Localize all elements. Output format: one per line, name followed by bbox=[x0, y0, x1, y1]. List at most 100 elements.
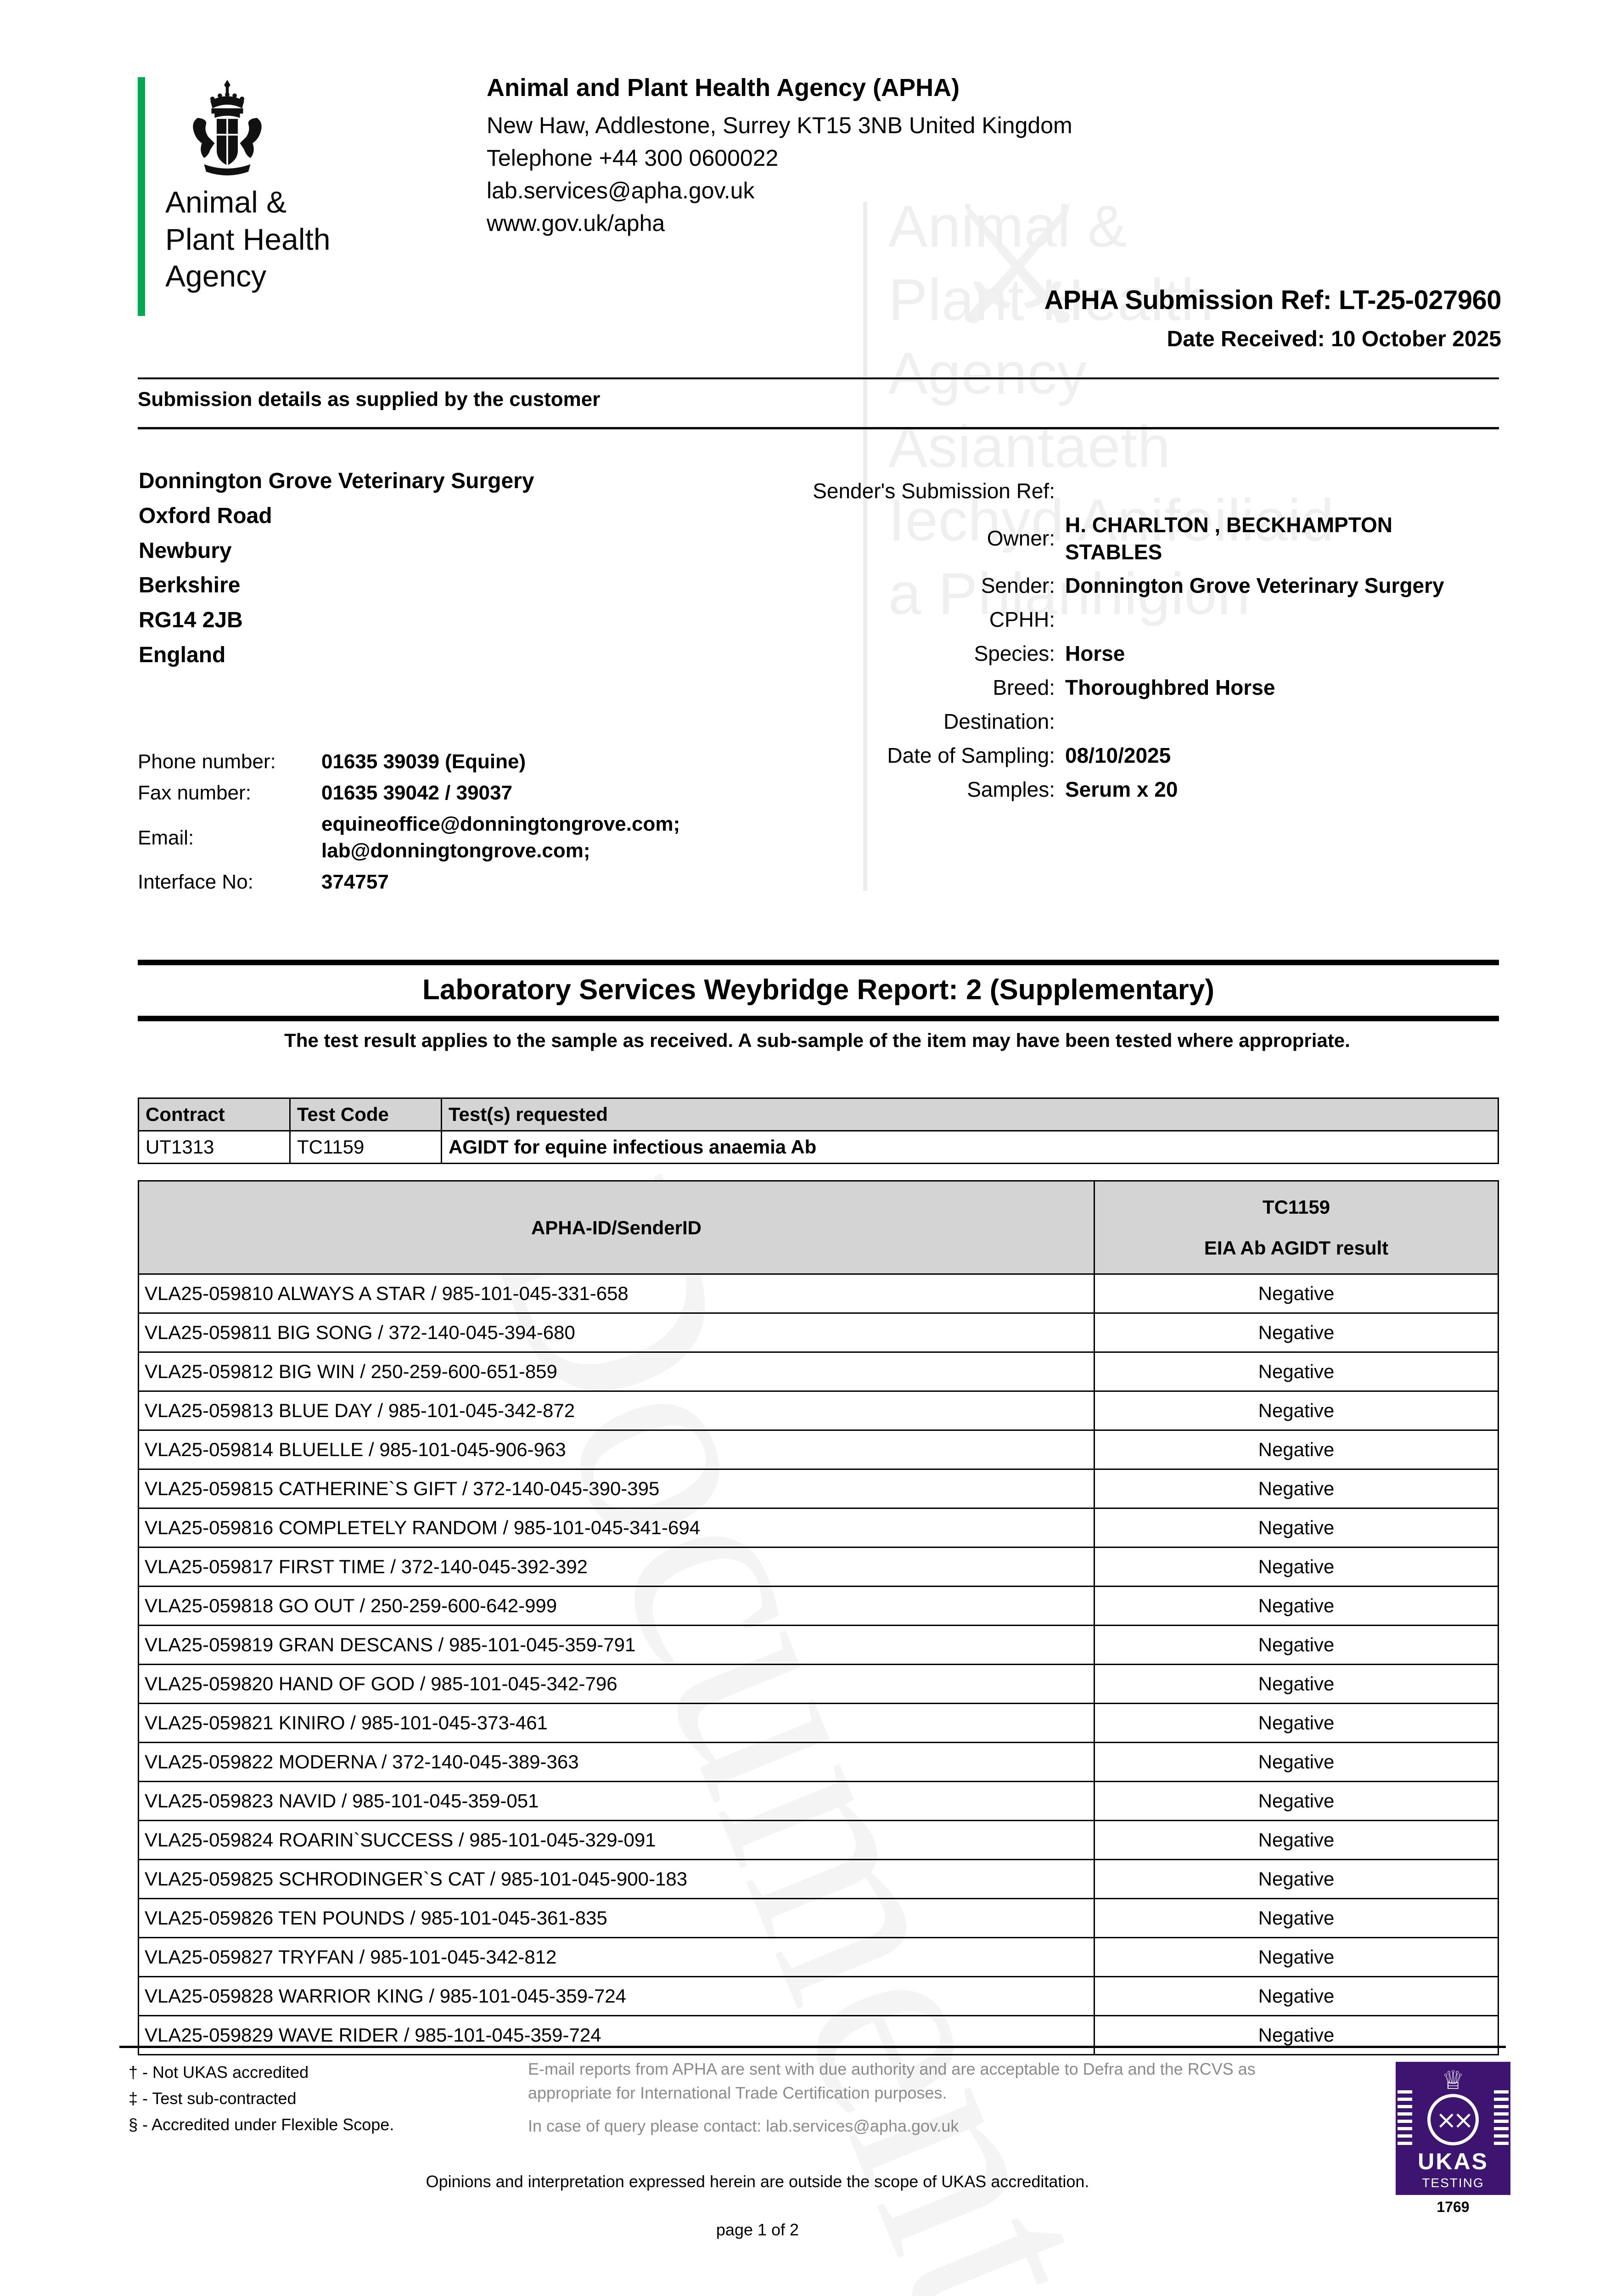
contact-value: 01635 39042 / 39037 bbox=[321, 782, 512, 805]
sample-id: VLA25-059826 TEN POUNDS / 985-101-045-36… bbox=[138, 1898, 1095, 1938]
detail-label: Sender: bbox=[981, 574, 1055, 598]
table-row: VLA25-059826 TEN POUNDS / 985-101-045-36… bbox=[138, 1898, 1499, 1938]
report-title: Laboratory Services Weybridge Report: 2 … bbox=[422, 974, 1214, 1006]
agency-email[interactable]: lab.services@apha.gov.uk bbox=[487, 178, 755, 203]
sample-result: Negative bbox=[1094, 1429, 1499, 1470]
footnote-flexible-scope: § - Accredited under Flexible Scope. bbox=[129, 2115, 394, 2134]
sample-id: VLA25-059821 KINIRO / 985-101-045-373-46… bbox=[138, 1703, 1095, 1743]
footer-query-note: In case of query please contact: lab.ser… bbox=[528, 2116, 959, 2135]
table-row: VLA25-059812 BIG WIN / 250-259-600-651-8… bbox=[138, 1351, 1499, 1392]
contract-table-header-row: Contract Test Code Test(s) requested bbox=[138, 1097, 1499, 1131]
detail-label: Samples: bbox=[967, 777, 1055, 801]
results-header-row: APHA-ID/SenderID TC1159 EIA Ab AGIDT res… bbox=[138, 1180, 1499, 1275]
footnotes-block: † - Not UKAS accredited ‡ - Test sub-con… bbox=[129, 2060, 542, 2138]
customer-contacts-list: Phone number: 01635 39039 (Equine) Fax n… bbox=[138, 748, 744, 900]
results-header-apha-id: APHA-ID/SenderID bbox=[138, 1180, 1095, 1275]
sample-result: Negative bbox=[1094, 1742, 1499, 1782]
table-row: VLA25-059811 BIG SONG / 372-140-045-394-… bbox=[138, 1312, 1499, 1353]
contact-row-phone: Phone number: 01635 39039 (Equine) bbox=[138, 748, 744, 775]
agency-telephone: Telephone +44 300 0600022 bbox=[487, 145, 779, 171]
ukas-tick-marks-left-icon bbox=[1398, 2090, 1412, 2145]
sample-id: VLA25-059814 BLUELLE / 985-101-045-906-9… bbox=[138, 1429, 1095, 1470]
report-band-bottom bbox=[138, 1016, 1499, 1021]
table-row: UT1313 TC1159 AGIDT for equine infectiou… bbox=[138, 1130, 1499, 1164]
sample-result: Negative bbox=[1094, 1273, 1499, 1314]
contract-cell-test-code: TC1159 bbox=[289, 1130, 442, 1164]
sample-id: VLA25-059810 ALWAYS A STAR / 985-101-045… bbox=[138, 1273, 1095, 1314]
date-received: Date Received: 10 October 2025 bbox=[1167, 327, 1501, 351]
results-table-body: VLA25-059810 ALWAYS A STAR / 985-101-045… bbox=[138, 1273, 1499, 2055]
footer-email-note: E-mail reports from APHA are sent with d… bbox=[528, 2060, 1256, 2102]
apha-submission-ref: APHA Submission Ref: LT-25-027960 bbox=[1044, 285, 1501, 315]
logo-line-3: Agency bbox=[165, 259, 267, 293]
detail-row-breed: Breed: Thoroughbred Horse bbox=[744, 674, 1501, 702]
table-row: VLA25-059810 ALWAYS A STAR / 985-101-045… bbox=[138, 1273, 1499, 1314]
detail-value: Horse bbox=[1065, 641, 1125, 665]
table-row: VLA25-059822 MODERNA / 372-140-045-389-3… bbox=[138, 1742, 1499, 1782]
ukas-number: 1769 bbox=[1437, 2199, 1470, 2215]
sample-id: VLA25-059819 GRAN DESCANS / 985-101-045-… bbox=[138, 1625, 1095, 1665]
sample-result: Negative bbox=[1094, 1625, 1499, 1665]
table-row: VLA25-059824 ROARIN`SUCCESS / 985-101-04… bbox=[138, 1820, 1499, 1860]
table-row: VLA25-059817 FIRST TIME / 372-140-045-39… bbox=[138, 1547, 1499, 1587]
table-row: VLA25-059820 HAND OF GOD / 985-101-045-3… bbox=[138, 1664, 1499, 1704]
table-row: VLA25-059816 COMPLETELY RANDOM / 985-101… bbox=[138, 1508, 1499, 1548]
crown-icon: ♕ bbox=[1441, 2065, 1465, 2094]
detail-label: Sender's Submission Ref: bbox=[813, 479, 1055, 503]
contact-row-interface-no: Interface No: 374757 bbox=[138, 869, 744, 895]
detail-row-destination: Destination: bbox=[744, 708, 1501, 736]
detail-label: CPHH: bbox=[989, 607, 1055, 631]
footer-opinion-note: Opinions and interpretation expressed he… bbox=[426, 2172, 1089, 2191]
results-table: APHA-ID/SenderID TC1159 EIA Ab AGIDT res… bbox=[138, 1180, 1499, 2055]
royal-coat-of-arms-icon bbox=[193, 79, 262, 175]
contact-value[interactable]: equineoffice@donningtongrove.com; lab@do… bbox=[321, 813, 680, 862]
detail-row-sender: Sender: Donnington Grove Veterinary Surg… bbox=[744, 572, 1501, 600]
sample-result: Negative bbox=[1094, 1703, 1499, 1743]
sample-result: Negative bbox=[1094, 1547, 1499, 1587]
watermark-line-4: Asiantaeth bbox=[888, 414, 1171, 480]
sample-result: Negative bbox=[1094, 1898, 1499, 1938]
sample-id: VLA25-059811 BIG SONG / 372-140-045-394-… bbox=[138, 1312, 1095, 1353]
customer-line-2: Oxford Road bbox=[139, 503, 272, 528]
sample-result: Negative bbox=[1094, 1976, 1499, 2016]
table-row: VLA25-059813 BLUE DAY / 985-101-045-342-… bbox=[138, 1390, 1499, 1431]
detail-row-cphh: CPHH: bbox=[744, 606, 1501, 634]
sample-id: VLA25-059824 ROARIN`SUCCESS / 985-101-04… bbox=[138, 1820, 1095, 1860]
report-band-top bbox=[138, 960, 1499, 965]
customer-address: Donnington Grove Veterinary Surgery Oxfo… bbox=[139, 464, 534, 673]
detail-label: Owner: bbox=[987, 526, 1055, 551]
sample-id: VLA25-059815 CATHERINE`S GIFT / 372-140-… bbox=[138, 1469, 1095, 1509]
sample-id: VLA25-059827 TRYFAN / 985-101-045-342-81… bbox=[138, 1937, 1095, 1977]
detail-value: Serum x 20 bbox=[1065, 777, 1178, 801]
submission-ref-block: APHA Submission Ref: LT-25-027960 Date R… bbox=[643, 285, 1501, 352]
ukas-badge-box: ♕ ⨯⨯ UKAS TESTING bbox=[1396, 2062, 1510, 2195]
ukas-name: UKAS bbox=[1418, 2149, 1488, 2174]
sample-result: Negative bbox=[1094, 1390, 1499, 1431]
table-row: VLA25-059829 WAVE RIDER / 985-101-045-35… bbox=[138, 2015, 1499, 2055]
logo-accent-bar bbox=[138, 77, 145, 316]
customer-line-5: RG14 2JB bbox=[139, 608, 243, 633]
footer-email-notes: E-mail reports from APHA are sent with d… bbox=[528, 2057, 1308, 2147]
contact-label: Interface No: bbox=[138, 871, 253, 894]
sample-result: Negative bbox=[1094, 1859, 1499, 1899]
agency-website[interactable]: www.gov.uk/apha bbox=[487, 210, 665, 236]
table-row: VLA25-059827 TRYFAN / 985-101-045-342-81… bbox=[138, 1937, 1499, 1977]
detail-value: Thoroughbred Horse bbox=[1065, 675, 1275, 699]
footer-divider bbox=[119, 2046, 1506, 2048]
submission-details-label: Submission details as supplied by the cu… bbox=[138, 388, 601, 411]
sample-result: Negative bbox=[1094, 1508, 1499, 1548]
sample-result: Negative bbox=[1094, 1937, 1499, 1977]
sample-result: Negative bbox=[1094, 1586, 1499, 1626]
sample-result: Negative bbox=[1094, 1351, 1499, 1392]
sample-id: VLA25-059812 BIG WIN / 250-259-600-651-8… bbox=[138, 1351, 1095, 1392]
footnote-sub-contracted: ‡ - Test sub-contracted bbox=[129, 2088, 297, 2108]
table-row: VLA25-059823 NAVID / 985-101-045-359-051… bbox=[138, 1781, 1499, 1821]
customer-line-3: Newbury bbox=[139, 538, 232, 563]
results-header-test-result: TC1159 EIA Ab AGIDT result bbox=[1094, 1180, 1499, 1275]
ukas-accreditation-badge: ♕ ⨯⨯ UKAS TESTING 1769 bbox=[1396, 2062, 1510, 2216]
contact-value: 374757 bbox=[321, 871, 389, 894]
customer-line-6: England bbox=[139, 643, 226, 668]
sample-result: Negative bbox=[1094, 1312, 1499, 1353]
detail-row-samples: Samples: Serum x 20 bbox=[744, 776, 1501, 804]
